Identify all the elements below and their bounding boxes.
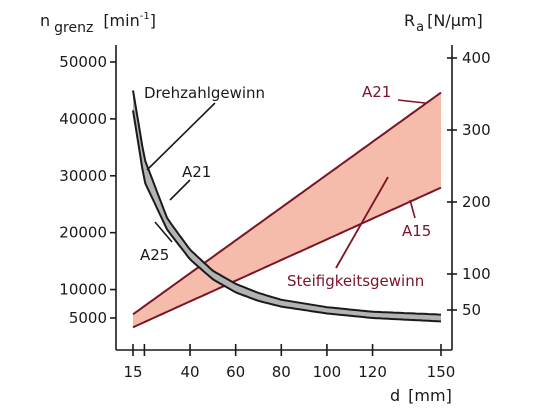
x-axis-title: d [mm]: [390, 386, 452, 405]
steifigkeitsgewinn-label: Steifigkeitsgewinn: [287, 272, 424, 290]
a21-left-leader: [169, 179, 191, 201]
y-left-tick-label: 30000: [59, 167, 107, 185]
y-left-tick-label: 10000: [59, 281, 107, 299]
plot-area: [132, 90, 442, 329]
a21-steifigkeit-label: A21: [362, 83, 391, 101]
x-tick-label: 120: [358, 363, 387, 381]
y-left-tick-label: 40000: [59, 110, 107, 128]
y-right-tick-label: 100: [462, 265, 491, 283]
drehzahlgewinn-lower-line: [132, 110, 442, 323]
a15-label: A15: [402, 222, 431, 240]
steifigkeitsgewinn-band: [133, 92, 441, 328]
steifigkeitsgewinn-leader: [335, 176, 389, 269]
y-right-axis-title: Ra [N/µm]: [404, 11, 483, 35]
a15-leader: [409, 199, 416, 219]
x-tick-label: 40: [180, 363, 199, 381]
x-tick-label: 80: [272, 363, 291, 381]
steifigkeitsgewinn-upper-line: [132, 91, 442, 316]
x-tick-label: 100: [313, 363, 342, 381]
drehzahlgewinn-leader: [146, 102, 216, 171]
steifigkeitsgewinn-lower-line: [132, 186, 442, 329]
y-right-tick-label: 50: [462, 301, 481, 319]
y-right-tick-label: 400: [462, 49, 491, 67]
a25-leader: [154, 221, 173, 243]
y-right-tick-label: 300: [462, 121, 491, 139]
y-left-tick-label: 20000: [59, 224, 107, 242]
x-tick-label: 60: [226, 363, 245, 381]
drehzahlgewinn-label: Drehzahlgewinn: [144, 84, 265, 102]
axis-ticks: 5000 10000 20000 30000 40000 50000 50 100 200 300…: [59, 49, 490, 381]
x-tick-label: 15: [123, 363, 142, 381]
y-right-tick-label: 200: [462, 193, 491, 211]
a21-drehzahl-label: A21: [182, 163, 211, 181]
a25-label: A25: [140, 246, 169, 264]
y-left-tick-label: 5000: [69, 309, 107, 327]
y-left-tick-label: 50000: [59, 53, 107, 71]
y-left-axis-title: n grenz [min-1]: [40, 11, 156, 36]
drehzahlgewinn-upper-line: [132, 90, 442, 316]
a21-right-leader: [397, 99, 426, 104]
x-tick-label: 150: [427, 363, 456, 381]
